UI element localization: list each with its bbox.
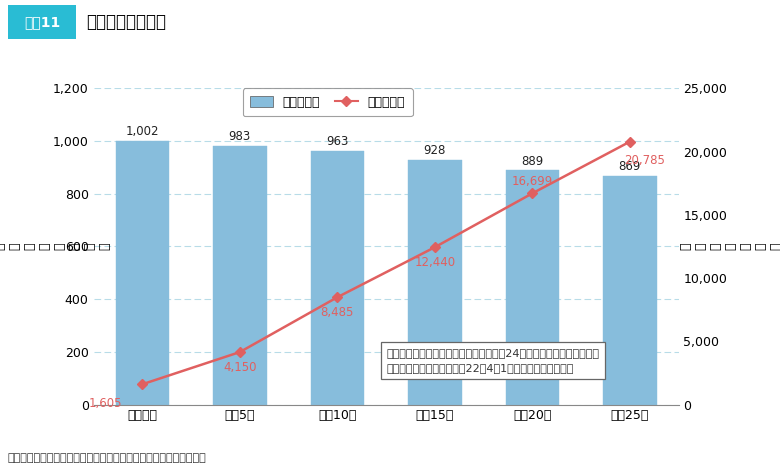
Bar	[603, 176, 657, 405]
Text: 1,605: 1,605	[89, 397, 122, 410]
Text: 963: 963	[326, 135, 349, 148]
Text: 869: 869	[619, 160, 641, 173]
Text: 928: 928	[424, 145, 446, 157]
Text: 12,440: 12,440	[414, 256, 456, 269]
Text: 消防団員数の推移: 消防団員数の推移	[86, 13, 166, 31]
Text: 4,150: 4,150	[223, 361, 257, 374]
Text: （注）東日本大震災の影響により，平成24年の宮城県牡鹿郡女川町の
数値は，前々年数値（平成22年4月1日現在）により集計。: （注）東日本大震災の影響により，平成24年の宮城県牡鹿郡女川町の 数値は，前々年…	[386, 348, 599, 373]
Text: 889: 889	[521, 155, 544, 168]
Y-axis label: 女
性
団
員
数
（
人
）: 女 性 団 員 数 （ 人 ）	[679, 243, 780, 250]
Text: 1,002: 1,002	[126, 125, 159, 138]
Legend: 消防団員数, 女性団員数: 消防団員数, 女性団員数	[243, 88, 413, 116]
Bar	[115, 140, 169, 405]
Text: 8,485: 8,485	[321, 306, 354, 319]
Text: 16,699: 16,699	[512, 175, 553, 188]
Bar	[213, 146, 267, 405]
Text: 20,785: 20,785	[624, 154, 665, 167]
Bar	[408, 160, 462, 405]
Bar	[505, 170, 559, 405]
Text: 図表11: 図表11	[24, 15, 60, 29]
FancyBboxPatch shape	[8, 5, 76, 39]
Y-axis label: 消
防
団
員
数
（
千
人
）: 消 防 団 員 数 （ 千 人 ）	[0, 243, 111, 250]
Bar	[310, 151, 364, 405]
Text: 出典：消防庁「消防防災・震災対策現況調査」をもとに内閣府作成: 出典：消防庁「消防防災・震災対策現況調査」をもとに内閣府作成	[8, 452, 207, 463]
Text: 983: 983	[229, 130, 251, 143]
